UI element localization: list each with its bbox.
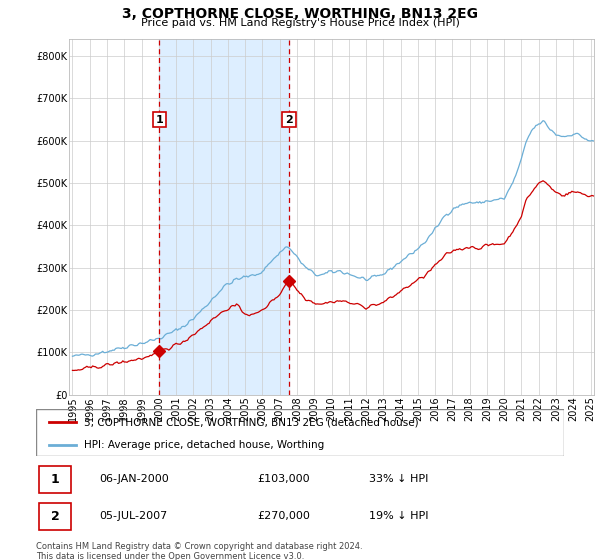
Text: 19% ↓ HPI: 19% ↓ HPI — [368, 511, 428, 521]
Text: 2: 2 — [285, 115, 293, 125]
Text: HPI: Average price, detached house, Worthing: HPI: Average price, detached house, Wort… — [83, 440, 324, 450]
Text: 33% ↓ HPI: 33% ↓ HPI — [368, 474, 428, 484]
Text: 06-JAN-2000: 06-JAN-2000 — [100, 474, 169, 484]
Bar — [160, 39, 289, 395]
Text: £270,000: £270,000 — [258, 511, 311, 521]
Text: Price paid vs. HM Land Registry's House Price Index (HPI): Price paid vs. HM Land Registry's House … — [140, 18, 460, 28]
Text: Contains HM Land Registry data © Crown copyright and database right 2024.
This d: Contains HM Land Registry data © Crown c… — [36, 542, 362, 560]
Text: £103,000: £103,000 — [258, 474, 310, 484]
Text: 3, COPTHORNE CLOSE, WORTHING, BN13 2EG: 3, COPTHORNE CLOSE, WORTHING, BN13 2EG — [122, 7, 478, 21]
Text: 3, COPTHORNE CLOSE, WORTHING, BN13 2EG (detached house): 3, COPTHORNE CLOSE, WORTHING, BN13 2EG (… — [83, 417, 418, 427]
Text: 1: 1 — [50, 473, 59, 486]
Text: 2: 2 — [50, 510, 59, 523]
Text: 05-JUL-2007: 05-JUL-2007 — [100, 511, 167, 521]
Text: 1: 1 — [155, 115, 163, 125]
